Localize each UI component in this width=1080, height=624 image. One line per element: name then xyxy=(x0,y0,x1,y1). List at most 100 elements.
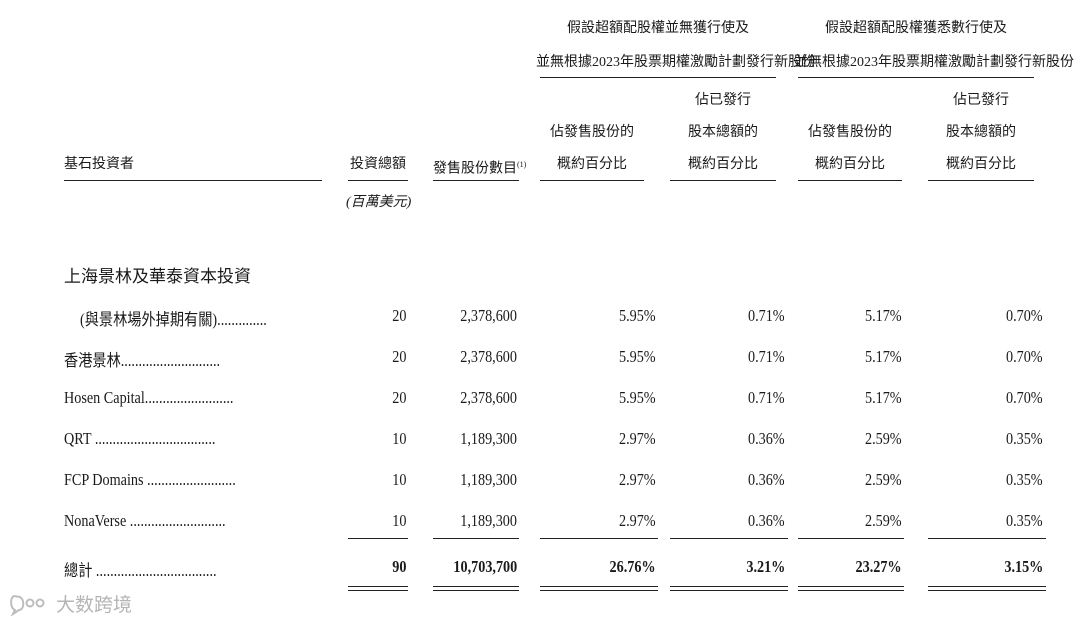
col-pct-offer-1-l1: 佔發售股份的 xyxy=(550,125,634,140)
row-p3: 5.17% xyxy=(865,306,902,325)
group2-line1: 假設超額配股權獲悉數行使及 xyxy=(825,21,1007,36)
group2-underline xyxy=(798,77,1034,78)
group-title: 上海景林及華泰資本投資 xyxy=(64,267,251,286)
col-shares: 發售股份數目(1) xyxy=(433,156,526,179)
total-dbl-p1-2 xyxy=(540,590,658,591)
col-pct-capital-2-l3: 概約百分比 xyxy=(946,157,1016,172)
total-name: 總計 .................................. xyxy=(64,561,217,580)
col-pct-offer-1-l2: 概約百分比 xyxy=(557,157,627,172)
total-dbl-p4-2 xyxy=(928,590,1046,591)
watermark-text: 大数跨境 xyxy=(56,594,133,616)
col-investor-underline xyxy=(64,180,322,181)
row-p3: 2.59% xyxy=(865,470,902,489)
unit-label: (百萬美元) xyxy=(346,195,412,210)
row-amount: 20 xyxy=(391,306,406,325)
col-investor: 基石投資者 xyxy=(64,157,134,172)
col-pct-offer-2-l2: 概約百分比 xyxy=(815,157,885,172)
row-p1: 2.97% xyxy=(619,470,656,489)
total-dbl-p3-1 xyxy=(798,586,904,587)
row-name: (與景林場外掉期有關).............. xyxy=(80,310,267,329)
row-amount: 10 xyxy=(391,470,406,489)
row-amount: 20 xyxy=(391,347,406,366)
row-shares: 1,189,300 xyxy=(460,511,517,530)
col-pct-capital-2-underline xyxy=(928,180,1034,181)
col-shares-underline xyxy=(433,180,519,181)
row-shares: 2,378,600 xyxy=(460,306,517,325)
row-shares: 1,189,300 xyxy=(460,470,517,489)
total-dbl-shares-1 xyxy=(433,586,519,587)
col-shares-note: (1) xyxy=(517,160,527,169)
row-p4: 0.70% xyxy=(1006,347,1043,366)
col-pct-capital-1-underline xyxy=(670,180,776,181)
row-p3: 5.17% xyxy=(865,347,902,366)
row-name: FCP Domains ......................... xyxy=(64,470,236,489)
total-rule-p4 xyxy=(928,538,1046,539)
row-p2: 0.36% xyxy=(748,511,785,530)
col-amount-underline xyxy=(348,180,408,181)
total-dbl-amount-1 xyxy=(348,586,408,587)
row-p1: 5.95% xyxy=(619,347,656,366)
row-p2: 0.71% xyxy=(748,388,785,407)
row-name: QRT .................................. xyxy=(64,429,216,448)
row-name: Hosen Capital......................... xyxy=(64,388,234,407)
col-pct-capital-1: 佔已發行 股本總額的 概約百分比 xyxy=(670,92,776,174)
row-p3: 2.59% xyxy=(865,511,902,530)
total-dbl-p1-1 xyxy=(540,586,658,587)
row-p1: 2.97% xyxy=(619,429,656,448)
total-p4: 3.15% xyxy=(1003,557,1043,576)
col-pct-capital-2-l2: 股本總額的 xyxy=(946,125,1016,140)
col-shares-label: 發售股份數目 xyxy=(433,161,517,177)
col-pct-offer-2-l1: 佔發售股份的 xyxy=(808,125,892,140)
group2-line2: 並無根據2023年股票期權激勵計劃發行新股份 xyxy=(794,55,1074,70)
total-dbl-p4-1 xyxy=(928,586,1046,587)
total-rule-shares xyxy=(433,538,519,539)
col-amount: 投資總額 xyxy=(350,157,406,172)
watermark: 大数跨境 xyxy=(8,590,132,617)
col-pct-offer-1-underline xyxy=(540,180,644,181)
col-pct-offer-2-underline xyxy=(798,180,902,181)
row-p4: 0.35% xyxy=(1006,429,1043,448)
total-rule-p2 xyxy=(670,538,788,539)
row-p4: 0.35% xyxy=(1006,511,1043,530)
row-shares: 2,378,600 xyxy=(460,347,517,366)
row-p4: 0.70% xyxy=(1006,388,1043,407)
row-amount: 10 xyxy=(391,511,406,530)
col-pct-capital-1-l1: 佔已發行 xyxy=(695,93,751,108)
row-shares: 2,378,600 xyxy=(460,388,517,407)
total-dbl-shares-2 xyxy=(433,590,519,591)
col-pct-offer-2: 佔發售股份的 概約百分比 xyxy=(798,124,902,174)
row-p2: 0.36% xyxy=(748,429,785,448)
col-pct-capital-2: 佔已發行 股本總額的 概約百分比 xyxy=(928,92,1034,174)
col-pct-capital-1-l3: 概約百分比 xyxy=(688,157,758,172)
total-rule-amount xyxy=(348,538,408,539)
total-p2: 3.21% xyxy=(745,557,785,576)
total-dbl-p2-1 xyxy=(670,586,788,587)
group1-line1: 假設超額配股權並無獲行使及 xyxy=(567,21,749,36)
row-p2: 0.71% xyxy=(748,306,785,325)
total-shares: 10,703,700 xyxy=(453,557,517,576)
row-name: NonaVerse ........................... xyxy=(64,511,226,530)
total-p3: 23.27% xyxy=(855,557,902,576)
total-dbl-amount-2 xyxy=(348,590,408,591)
row-p2: 0.71% xyxy=(748,347,785,366)
col-pct-offer-1: 佔發售股份的 概約百分比 xyxy=(540,124,644,174)
row-shares: 1,189,300 xyxy=(460,429,517,448)
total-rule-p3 xyxy=(798,538,904,539)
col-pct-capital-2-l1: 佔已發行 xyxy=(953,93,1009,108)
col-pct-capital-1-l2: 股本總額的 xyxy=(688,125,758,140)
total-dbl-p3-2 xyxy=(798,590,904,591)
row-amount: 10 xyxy=(391,429,406,448)
row-p1: 5.95% xyxy=(619,306,656,325)
row-name: 香港景林............................ xyxy=(64,351,221,370)
group1-line2: 並無根據2023年股票期權激勵計劃發行新股份 xyxy=(536,55,816,70)
chat-bubble-icon xyxy=(10,594,45,616)
total-amount: 90 xyxy=(391,557,406,576)
row-p3: 2.59% xyxy=(865,429,902,448)
row-p2: 0.36% xyxy=(748,470,785,489)
row-amount: 20 xyxy=(391,388,406,407)
row-p4: 0.35% xyxy=(1006,470,1043,489)
row-p3: 5.17% xyxy=(865,388,902,407)
row-p1: 5.95% xyxy=(619,388,656,407)
group1-underline xyxy=(540,77,776,78)
total-p1: 26.76% xyxy=(609,557,656,576)
